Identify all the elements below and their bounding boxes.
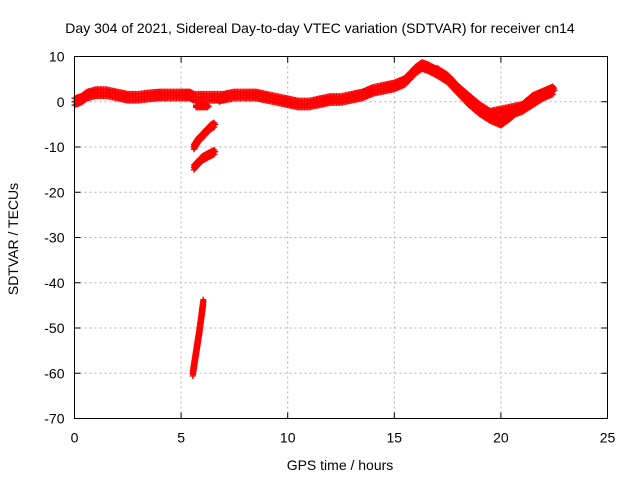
y-tick-label: 10 [49,49,65,65]
x-tick-label: 0 [71,430,79,446]
y-tick-label: -60 [44,365,64,381]
point-early-gap-patch [225,91,232,98]
y-tick-label: -50 [44,320,64,336]
point-steep-drop [200,297,207,304]
point-segment-b [212,148,219,155]
tick-labels: 0 5 10 15 20 25 10 0 -10 -20 -30 -40 -50 -60 -70 [44,49,615,446]
plot-frame [74,56,608,419]
x-tick-label: 20 [493,430,509,446]
point-upper-branch-2 [551,85,558,92]
point-dip-at-6h [205,103,212,110]
x-tick-label: 10 [280,430,296,446]
y-tick-label: -30 [44,230,64,246]
y-tick-label: -70 [44,411,64,427]
x-axis-title: GPS time / hours [287,457,394,473]
x-tick-label: 25 [600,430,616,446]
point-early-gap-patch [223,94,230,101]
y-tick-label: -20 [44,184,64,200]
point-segment-b [211,151,218,158]
x-tick-label: 15 [387,430,403,446]
point-segment-a [212,121,219,128]
data-points [71,59,558,379]
y-tick-label: -10 [44,139,64,155]
x-tick-label: 5 [177,430,185,446]
chart-title: Day 304 of 2021, Sidereal Day-to-day VTE… [65,20,575,36]
y-tick-label: 0 [57,94,65,110]
point-main-band [83,96,90,103]
y-tick-label: -40 [44,275,64,291]
y-axis-title: SDTVAR / TECUs [5,183,21,295]
point-segment-a [211,124,218,131]
